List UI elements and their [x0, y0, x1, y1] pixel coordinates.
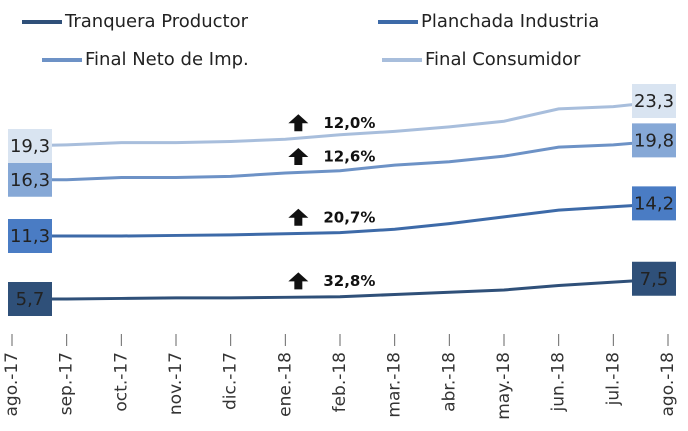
value-label: 16,3 — [10, 170, 50, 191]
x-tick-label: oct.-17 — [111, 352, 131, 412]
x-tick-label: jun.-18 — [549, 352, 569, 412]
value-label: 23,3 — [634, 91, 674, 112]
value-label-box — [8, 162, 52, 197]
legend-label: Final Consumidor — [425, 49, 581, 70]
legend-label: Final Neto de Imp. — [85, 49, 249, 70]
x-tick-label: abr.-18 — [439, 352, 459, 412]
annotation: 20,7% — [323, 208, 375, 226]
x-tick-label: sep.-17 — [57, 352, 77, 415]
value-label-box — [632, 186, 676, 221]
series-line — [12, 201, 669, 238]
value-label: 19,8 — [634, 130, 674, 151]
legend-label: Planchada Industria — [421, 11, 599, 32]
legend-label: Tranquera Productor — [64, 11, 249, 32]
value-label-box — [8, 219, 52, 253]
series-line — [11, 99, 669, 148]
annotation-arrow — [288, 148, 309, 165]
x-tick-label: mar.-18 — [385, 352, 405, 418]
value-label: 11,3 — [10, 226, 50, 247]
annotation: 12,6% — [323, 148, 375, 166]
annotation-arrow — [288, 208, 309, 226]
x-tick-label: ago.-17 — [2, 352, 22, 416]
value-label: 19,3 — [10, 136, 50, 157]
annotation: 32,8% — [323, 272, 375, 290]
value-label: 5,7 — [16, 289, 45, 310]
x-tick-label: nov.-17 — [166, 352, 186, 415]
x-tick-label: ene.-18 — [275, 352, 295, 417]
x-tick-label: dic.-17 — [221, 352, 241, 410]
value-label: 14,2 — [634, 193, 674, 214]
x-tick-label: may.-18 — [494, 352, 514, 420]
series-line — [12, 138, 669, 182]
series-line — [12, 277, 669, 301]
x-tick-label: ago.-18 — [658, 352, 678, 416]
value-label-box — [632, 84, 676, 118]
annotation: 12,0% — [323, 114, 375, 132]
value-label: 7,5 — [640, 269, 669, 290]
value-label-box — [632, 261, 676, 296]
value-label-box — [8, 129, 52, 163]
x-tick-label: feb.-18 — [330, 352, 350, 412]
value-label-box — [632, 123, 676, 158]
annotation-arrow — [288, 114, 309, 132]
annotation-arrow — [288, 272, 309, 290]
value-label-box — [8, 282, 52, 316]
x-tick-label: jul.-18 — [603, 352, 623, 406]
